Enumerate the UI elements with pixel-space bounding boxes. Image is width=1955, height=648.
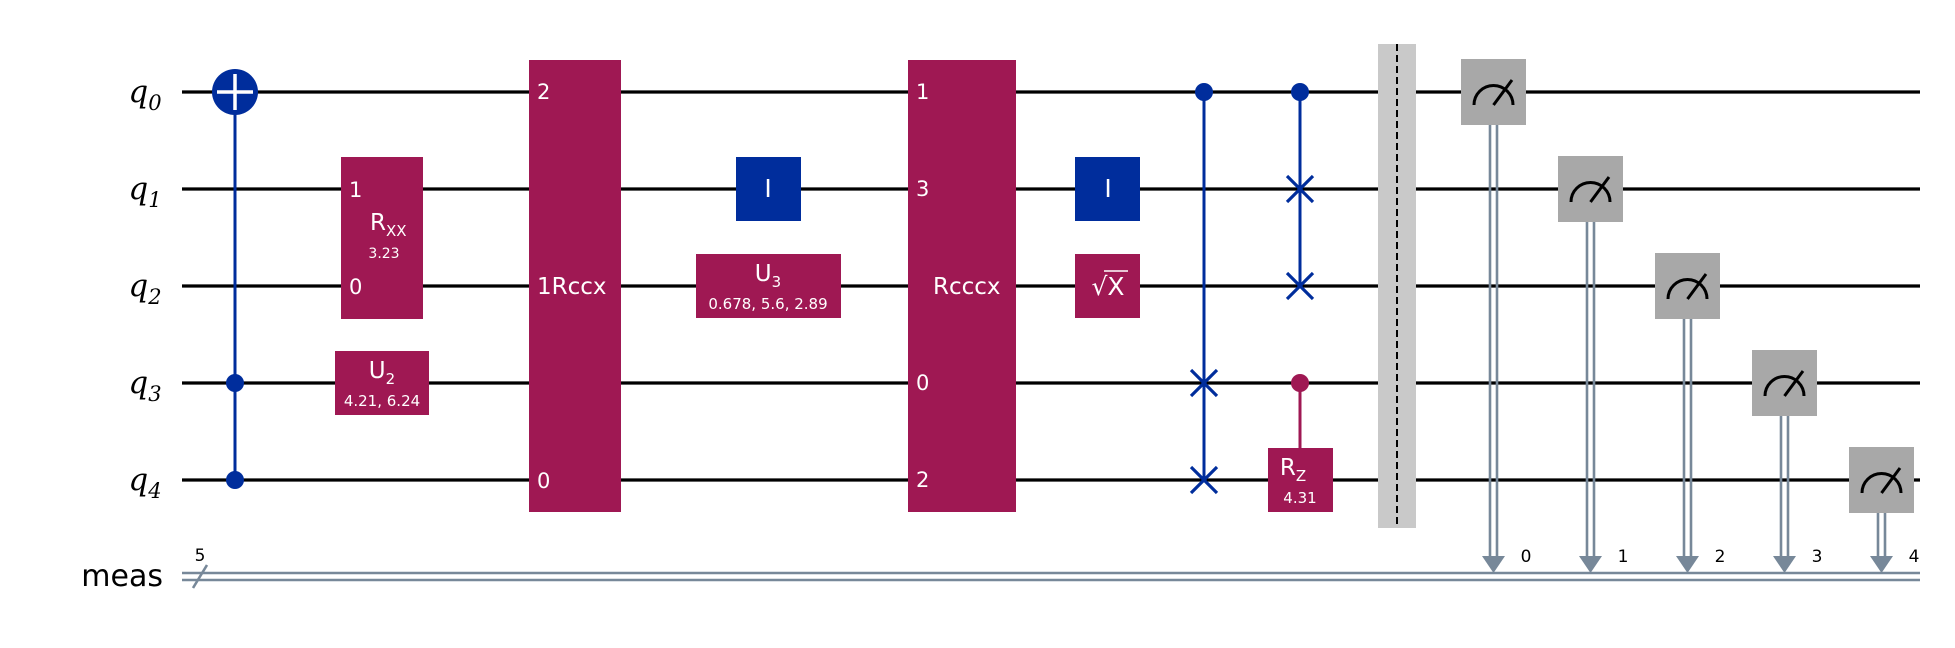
u3-param: 0.678, 5.6, 2.89 — [708, 295, 827, 313]
register-width-label: 5 — [195, 546, 206, 566]
u2-gate: U2 4.21, 6.24 — [335, 351, 429, 415]
u3-label: U3 — [755, 261, 781, 291]
qubit-label-q2: q2 — [128, 268, 161, 309]
rz-param: 4.31 — [1283, 489, 1316, 507]
swap-x-icon — [1285, 174, 1315, 204]
classical-register-label: meas — [81, 559, 163, 594]
measure-q3: 3 — [1752, 350, 1822, 573]
toffoli-gate — [212, 69, 258, 489]
bit-label: 4 — [1909, 547, 1920, 567]
measure-q2: 2 — [1655, 253, 1725, 573]
measure-q1: 1 — [1558, 156, 1628, 573]
cswap-gate-1 — [1189, 83, 1219, 495]
identity-gate-1: I — [736, 157, 801, 221]
swap-x-icon — [1285, 271, 1315, 301]
rccx-label: 1Rccx — [537, 274, 607, 300]
qubit-label-q1: q1 — [128, 171, 161, 212]
identity-label: I — [1104, 174, 1111, 203]
bit-label: 0 — [1521, 547, 1532, 567]
control-dot — [1291, 83, 1309, 101]
u2-param: 4.21, 6.24 — [344, 392, 420, 410]
rcccx-port-q3: 0 — [916, 371, 929, 395]
meter-icon — [1763, 370, 1806, 397]
identity-gate-2: I — [1075, 157, 1140, 221]
swap-x-icon — [1189, 465, 1219, 495]
crz-gate: RZ 4.31 — [1268, 374, 1333, 512]
meter-icon — [1666, 273, 1709, 300]
meter-icon — [1860, 467, 1903, 494]
rxx-gate: 1 0 RXX 3.23 — [341, 157, 423, 319]
measure-q0: 0 — [1461, 59, 1531, 573]
rcccx-port-q1: 3 — [916, 177, 929, 201]
classical-register-wire — [182, 571, 1920, 582]
rxx-port-bottom: 0 — [349, 275, 362, 299]
rxx-port-top: 1 — [349, 178, 362, 202]
rcccx-gate: 1 3 0 2 Rcccx — [908, 60, 1016, 512]
qubit-label-q0: q0 — [128, 74, 161, 115]
rxx-param: 3.23 — [368, 246, 399, 262]
register-width-slash — [191, 564, 209, 589]
cswap-gate-2 — [1285, 83, 1315, 301]
sx-label: √X — [1091, 272, 1124, 301]
sqrt-icon: √ — [1091, 272, 1107, 301]
bit-label: 3 — [1812, 547, 1823, 567]
rcccx-label: Rcccx — [933, 274, 1001, 300]
control-dot — [1291, 374, 1309, 392]
bit-label: 1 — [1618, 547, 1629, 567]
control-dot — [226, 471, 244, 489]
control-dot — [1195, 83, 1213, 101]
qubit-label-q3: q3 — [128, 365, 161, 406]
swap-x-icon — [1189, 368, 1219, 398]
barrier — [1378, 44, 1416, 528]
rccx-port-q4: 0 — [537, 469, 550, 493]
rcccx-port-q4: 2 — [916, 468, 929, 492]
meter-icon — [1569, 176, 1612, 203]
bit-label: 2 — [1715, 547, 1726, 567]
rccx-port-q0: 2 — [537, 80, 550, 104]
rz-label: RZ — [1280, 455, 1306, 485]
sx-gate: √X — [1075, 254, 1140, 318]
meter-icon — [1472, 79, 1515, 106]
u2-label: U2 — [369, 358, 395, 388]
rcccx-port-q0: 1 — [916, 80, 929, 104]
u3-gate: U3 0.678, 5.6, 2.89 — [696, 254, 841, 318]
rxx-label: RXX — [370, 210, 407, 240]
control-dot — [226, 374, 244, 392]
measure-q4: 4 — [1849, 447, 1919, 573]
rccx-gate: 2 0 1Rccx — [529, 60, 621, 512]
identity-label: I — [764, 174, 771, 203]
qubit-label-q4: q4 — [128, 462, 161, 503]
